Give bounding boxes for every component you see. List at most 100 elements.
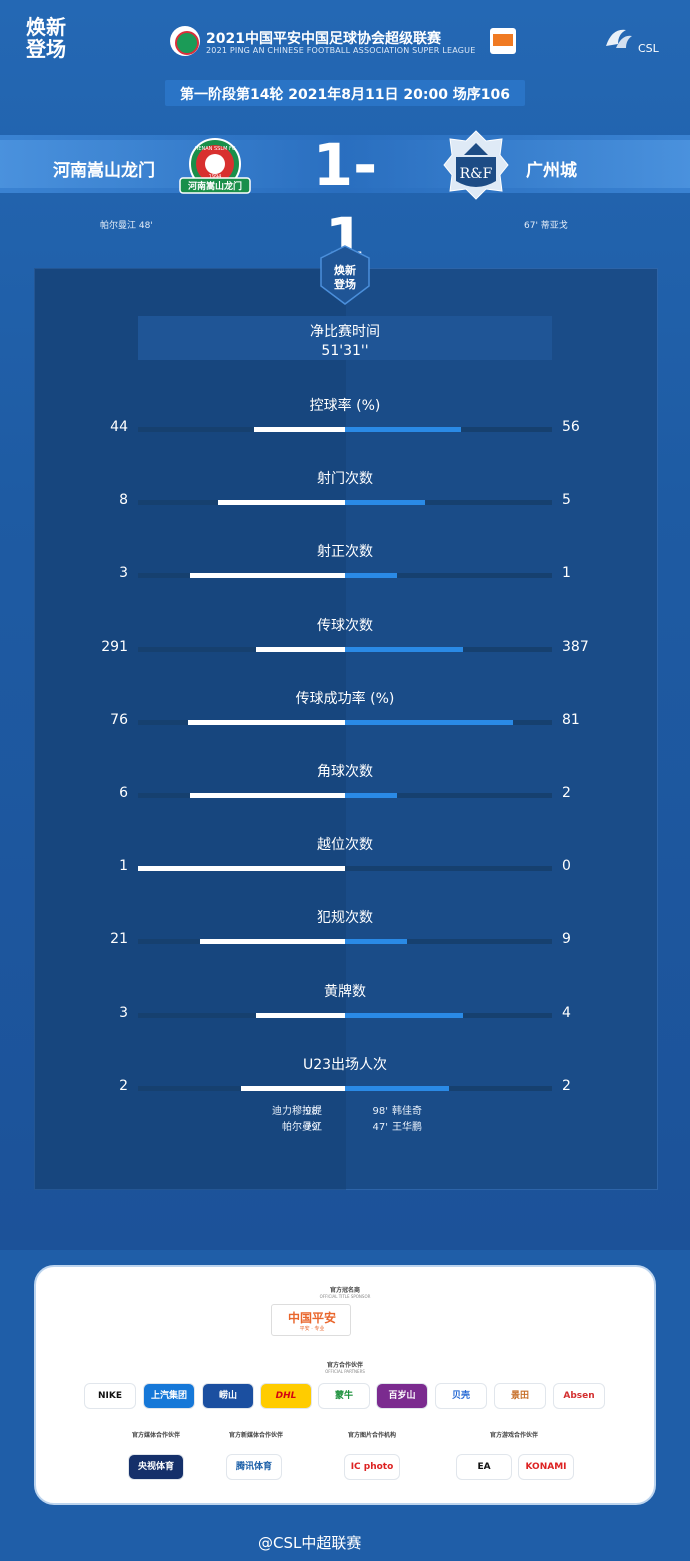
stat-away-value: 5 [562, 492, 571, 508]
stat-name: 射正次数 [317, 544, 373, 560]
weibo-watermark: @CSL中超联赛 [258, 1534, 362, 1552]
stat-row: 犯规次数 21 9 [0, 907, 690, 967]
stat-row: 射正次数 3 1 [0, 541, 690, 601]
away-crest-text: R&F [460, 166, 493, 182]
stat-home-value: 76 [110, 712, 128, 728]
partner-logo: 百岁山 [376, 1383, 428, 1409]
title-sponsor-sub: OFFICIAL TITLE SPONSOR [319, 1294, 371, 1299]
stat-home-bar [138, 866, 345, 871]
stat-away-value: 56 [562, 419, 580, 435]
csl-logo-text: CSL [638, 42, 660, 55]
stats-panel-shade [34, 268, 346, 1190]
stat-home-value: 21 [110, 931, 128, 947]
partners-sub: OFFICIAL PARTNERS [325, 1369, 365, 1374]
partner-logo: 贝壳 [435, 1383, 487, 1409]
stat-away-value: 81 [562, 712, 580, 728]
panel-emblem-text-top: 焕新 [334, 263, 356, 277]
stat-row: 传球次数 291 387 [0, 615, 690, 675]
match-time-value: 51'31'' [321, 343, 369, 359]
round-info-bar: 第一阶段第14轮 2021年8月11日 20:00 场序106 [165, 80, 525, 106]
u23-away-player: 韩佳奇 [392, 1106, 422, 1117]
stat-away-value: 0 [562, 858, 571, 874]
partner-logo: DHL [260, 1383, 312, 1409]
stat-row: 角球次数 6 2 [0, 761, 690, 821]
panel-emblem-text-bottom: 登场 [333, 277, 356, 291]
stat-away-value: 2 [562, 785, 571, 801]
stat-home-bar [218, 500, 345, 505]
stat-away-bar [345, 1013, 463, 1018]
stat-away-bar [345, 647, 463, 652]
media-logo: 央视体育 [128, 1454, 184, 1480]
stat-home-bar [241, 1086, 345, 1091]
away-team-crest-icon: R&F [443, 130, 509, 200]
ping-an-logo: 中国平安 平安 · 专业 [271, 1304, 351, 1336]
media-heading: 官方媒体合作伙伴 [131, 1432, 180, 1439]
stat-home-bar [256, 647, 345, 652]
u23-home-minute: 79' [305, 1122, 321, 1133]
stat-name: 越位次数 [317, 837, 373, 853]
stat-row: 射门次数 8 5 [0, 468, 690, 528]
title-sponsor-heading: 官方冠名商 [329, 1287, 360, 1294]
stat-row: 传球成功率 (%) 76 81 [0, 688, 690, 748]
stat-home-value: 44 [110, 419, 128, 435]
stat-home-value: 1 [119, 858, 128, 874]
stats-panel [34, 268, 658, 1190]
u23-away-minutes: 98' 47' [368, 1104, 388, 1136]
brand-logo: 焕新 登场 [26, 15, 66, 61]
stat-name: 角球次数 [317, 764, 373, 780]
media-logo: IC photo [344, 1454, 400, 1480]
u23-away-minute: 47' [372, 1122, 388, 1133]
ping-an-badge-icon [170, 26, 200, 56]
csl-logo: CSL [606, 29, 660, 55]
stat-away-bar [345, 573, 397, 578]
stat-away-bar [345, 500, 425, 505]
stat-name: 传球成功率 (%) [295, 691, 395, 707]
away-team-name: 广州城 [526, 161, 577, 181]
stat-away-bar [345, 1086, 449, 1091]
home-team-name: 河南嵩山龙门 [53, 161, 155, 181]
stat-home-value: 2 [119, 1078, 128, 1094]
stat-name: 控球率 (%) [309, 398, 381, 414]
stat-home-bar [190, 573, 345, 578]
home-team-crest-icon: HENAN SSLM FC 1994 河南嵩山龙门 [179, 138, 251, 194]
stat-away-bar [345, 720, 513, 725]
stat-away-bar [345, 427, 461, 432]
partner-logo: 上汽集团 [143, 1383, 195, 1409]
u23-home-player: 迪力穆拉提 [272, 1106, 322, 1117]
stat-away-value: 2 [562, 1078, 571, 1094]
stat-home-value: 3 [119, 1005, 128, 1021]
match-time-box: 净比赛时间 51'31'' [138, 316, 552, 360]
away-scorer: 67' 蒂亚戈 [524, 221, 568, 231]
stat-row: 黄牌数 3 4 [0, 981, 690, 1041]
panel-emblem-icon: 焕新 登场 [320, 245, 370, 305]
stat-away-value: 9 [562, 931, 571, 947]
stat-home-bar [254, 427, 345, 432]
media-heading: 官方图片合作机构 [347, 1432, 396, 1439]
stat-row: 越位次数 1 0 [0, 834, 690, 894]
home-scorer: 帕尔曼江 48' [100, 221, 153, 231]
stat-home-bar [256, 1013, 345, 1018]
home-crest-text: 河南嵩山龙门 [188, 180, 242, 192]
stat-name: 犯规次数 [317, 910, 373, 926]
partner-logo: NIKE [84, 1383, 136, 1409]
league-title-block: 2021中国平安中国足球协会超级联赛 2021 PING AN CHINESE … [170, 24, 530, 64]
partner-logo: Absen [553, 1383, 605, 1409]
stat-away-bar [345, 793, 397, 798]
round-info: 第一阶段第14轮 2021年8月11日 20:00 场序106 [179, 87, 511, 103]
home-crest-year: 1994 [209, 174, 222, 180]
media-logo: 腾讯体育 [226, 1454, 282, 1480]
partner-logo: 景田 [494, 1383, 546, 1409]
u23-home-player: 帕尔曼江 [282, 1122, 322, 1133]
stat-home-value: 291 [101, 639, 128, 655]
stat-away-bar [345, 939, 407, 944]
home-crest-top-text: HENAN SSLM FC [195, 146, 236, 152]
stat-away-value: 4 [562, 1005, 571, 1021]
stat-row: U23出场人次 2 2 [0, 1054, 690, 1114]
u23-away-player: 王华鹏 [392, 1122, 422, 1133]
media-heading: 官方新媒体合作伙伴 [228, 1432, 283, 1439]
team-stripe-highlight [0, 140, 690, 188]
league-title: 2021中国平安中国足球协会超级联赛 [206, 31, 441, 47]
stat-row: 控球率 (%) 44 56 [0, 395, 690, 455]
stat-name: 黄牌数 [324, 984, 366, 1000]
ping-an-logo-text: 中国平安 [287, 1311, 336, 1325]
